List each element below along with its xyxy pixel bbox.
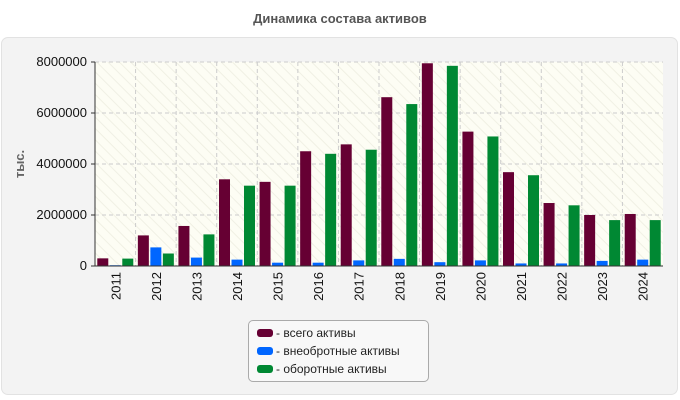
- legend-label-noncurrent: - внеобротные активы: [276, 344, 400, 358]
- bar-current-2013: [203, 234, 215, 266]
- bar-noncurrent-2015: [272, 262, 284, 266]
- bar-current-2015: [284, 185, 296, 266]
- bar-total-2020: [462, 131, 474, 266]
- bar-total-2024: [624, 213, 636, 266]
- bar-current-2014: [244, 185, 255, 266]
- x-tick-label: 2018: [392, 272, 407, 301]
- bar-noncurrent-2018: [393, 258, 405, 266]
- x-tick-label: 2023: [595, 272, 610, 301]
- bar-noncurrent-2024: [637, 259, 649, 266]
- bar-total-2023: [584, 215, 596, 266]
- bar-total-2015: [259, 181, 271, 266]
- bar-total-2012: [137, 235, 149, 266]
- x-tick-label: 2012: [149, 272, 164, 301]
- bar-noncurrent-2021: [515, 263, 527, 266]
- y-tick-label: 0: [80, 258, 87, 273]
- y-tick-label: 8000000: [36, 54, 87, 69]
- bar-noncurrent-2023: [596, 260, 608, 266]
- x-tick-label: 2017: [352, 272, 367, 301]
- legend-item-total: - всего активы: [257, 324, 428, 342]
- x-tick-label: 2016: [311, 272, 326, 301]
- bar-noncurrent-2016: [312, 262, 324, 266]
- bar-total-2017: [340, 144, 352, 266]
- bar-noncurrent-2020: [474, 260, 486, 266]
- x-tick-label: 2024: [636, 272, 651, 301]
- bar-noncurrent-2013: [190, 257, 202, 266]
- bar-total-2019: [421, 63, 433, 267]
- x-tick-label: 2021: [514, 272, 529, 301]
- legend-swatch-noncurrent: [257, 347, 273, 355]
- y-tick-label: 2000000: [36, 207, 87, 222]
- bar-total-2013: [178, 225, 190, 266]
- legend-label-current: - оборотные активы: [276, 362, 387, 376]
- legend-item-current: - оборотные активы: [257, 360, 428, 378]
- bar-noncurrent-2019: [434, 262, 446, 266]
- bar-current-2011: [122, 258, 134, 266]
- bar-current-2022: [568, 205, 580, 266]
- bar-current-2019: [446, 65, 458, 266]
- bar-total-2021: [503, 172, 514, 266]
- legend-swatch-total: [257, 329, 273, 337]
- bar-noncurrent-2022: [556, 263, 568, 266]
- bar-total-2016: [300, 151, 312, 266]
- bar-current-2024: [649, 220, 661, 266]
- bar-current-2020: [487, 136, 499, 266]
- legend-item-noncurrent: - внеобротные активы: [257, 342, 428, 360]
- bar-current-2016: [325, 153, 337, 266]
- x-tick-label: 2022: [555, 272, 570, 301]
- x-tick-label: 2015: [271, 272, 286, 301]
- y-tick-label: 6000000: [36, 105, 87, 120]
- x-tick-label: 2020: [473, 272, 488, 301]
- bar-current-2023: [609, 220, 621, 266]
- bar-noncurrent-2014: [231, 259, 243, 266]
- legend-label-total: - всего активы: [276, 326, 356, 340]
- bar-current-2018: [406, 104, 418, 266]
- bar-noncurrent-2012: [150, 247, 162, 266]
- chart-title: Динамика состава активов: [253, 11, 427, 26]
- chart-legend: - всего активы - внеобротные активы - об…: [248, 320, 429, 382]
- x-tick-label: 2013: [189, 272, 204, 301]
- bar-total-2022: [543, 203, 555, 266]
- bar-total-2014: [219, 179, 230, 266]
- y-tick-label: 4000000: [36, 156, 87, 171]
- x-tick-label: 2019: [433, 272, 448, 301]
- x-tick-label: 2011: [108, 272, 123, 300]
- bar-current-2012: [162, 253, 174, 266]
- y-axis-label: тыс.: [12, 150, 27, 178]
- bar-current-2021: [528, 175, 539, 266]
- x-tick-label: 2014: [230, 272, 245, 301]
- bar-current-2017: [365, 149, 377, 266]
- bar-noncurrent-2017: [353, 260, 365, 266]
- bar-total-2011: [97, 258, 109, 266]
- legend-swatch-current: [257, 365, 273, 373]
- bar-total-2018: [381, 97, 393, 266]
